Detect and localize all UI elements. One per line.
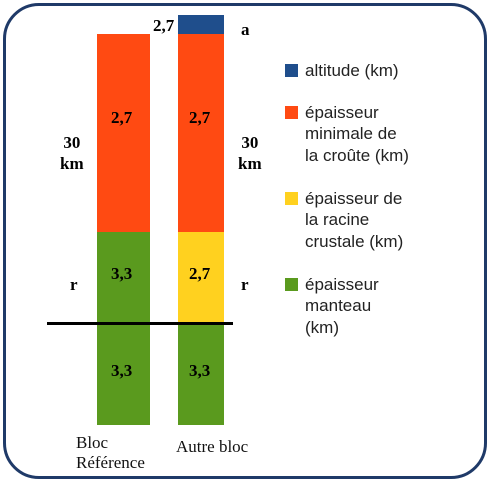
legend-swatch-mantle (285, 278, 298, 291)
altitude-a-label: a (241, 20, 250, 39)
right-altitude-value: 2,7 (153, 16, 175, 35)
right-crust-segment (178, 34, 224, 232)
left-column-caption: Bloc Référence (76, 433, 145, 473)
left-mantle-lower-value: 3,3 (111, 361, 133, 380)
legend-text-crust: épaisseur minimale de la croûte (km) (305, 103, 409, 165)
legend-swatch-crust (285, 106, 298, 119)
right-thickness-label: 30 km (238, 133, 262, 174)
right-root-value: 2,7 (189, 264, 211, 283)
left-thickness-label: 30 km (60, 133, 84, 174)
right-mantle-segment (178, 323, 224, 425)
legend-text-root: épaisseur de la racine crustale (km) (305, 189, 404, 251)
left-crust-value: 2,7 (111, 108, 133, 127)
legend-swatch-root (285, 192, 298, 205)
right-crust-value: 2,7 (189, 108, 211, 127)
right-r-label: r (241, 275, 249, 294)
compensation-line (47, 322, 233, 325)
right-altitude-segment (178, 15, 224, 34)
legend-item-crust: épaisseur minimale de la croûte (km) (285, 102, 409, 166)
right-column-caption: Autre bloc (176, 437, 249, 456)
diagram-frame (3, 3, 487, 479)
legend-text-altitude: altitude (km) (305, 61, 399, 80)
legend-swatch-altitude (285, 64, 298, 77)
left-crust-segment (97, 34, 150, 232)
legend-item-root: épaisseur de la racine crustale (km) (285, 188, 403, 252)
right-mantle-lower-value: 3,3 (189, 361, 211, 380)
legend-item-altitude: altitude (km) (285, 60, 399, 81)
left-mantle-segment (97, 232, 150, 425)
legend-item-mantle: épaisseur manteau (km) (285, 274, 379, 338)
right-root-segment (178, 232, 224, 323)
legend-text-mantle: épaisseur manteau (km) (305, 275, 379, 337)
left-mantle-upper-value: 3,3 (111, 264, 133, 283)
left-r-label: r (70, 275, 78, 294)
